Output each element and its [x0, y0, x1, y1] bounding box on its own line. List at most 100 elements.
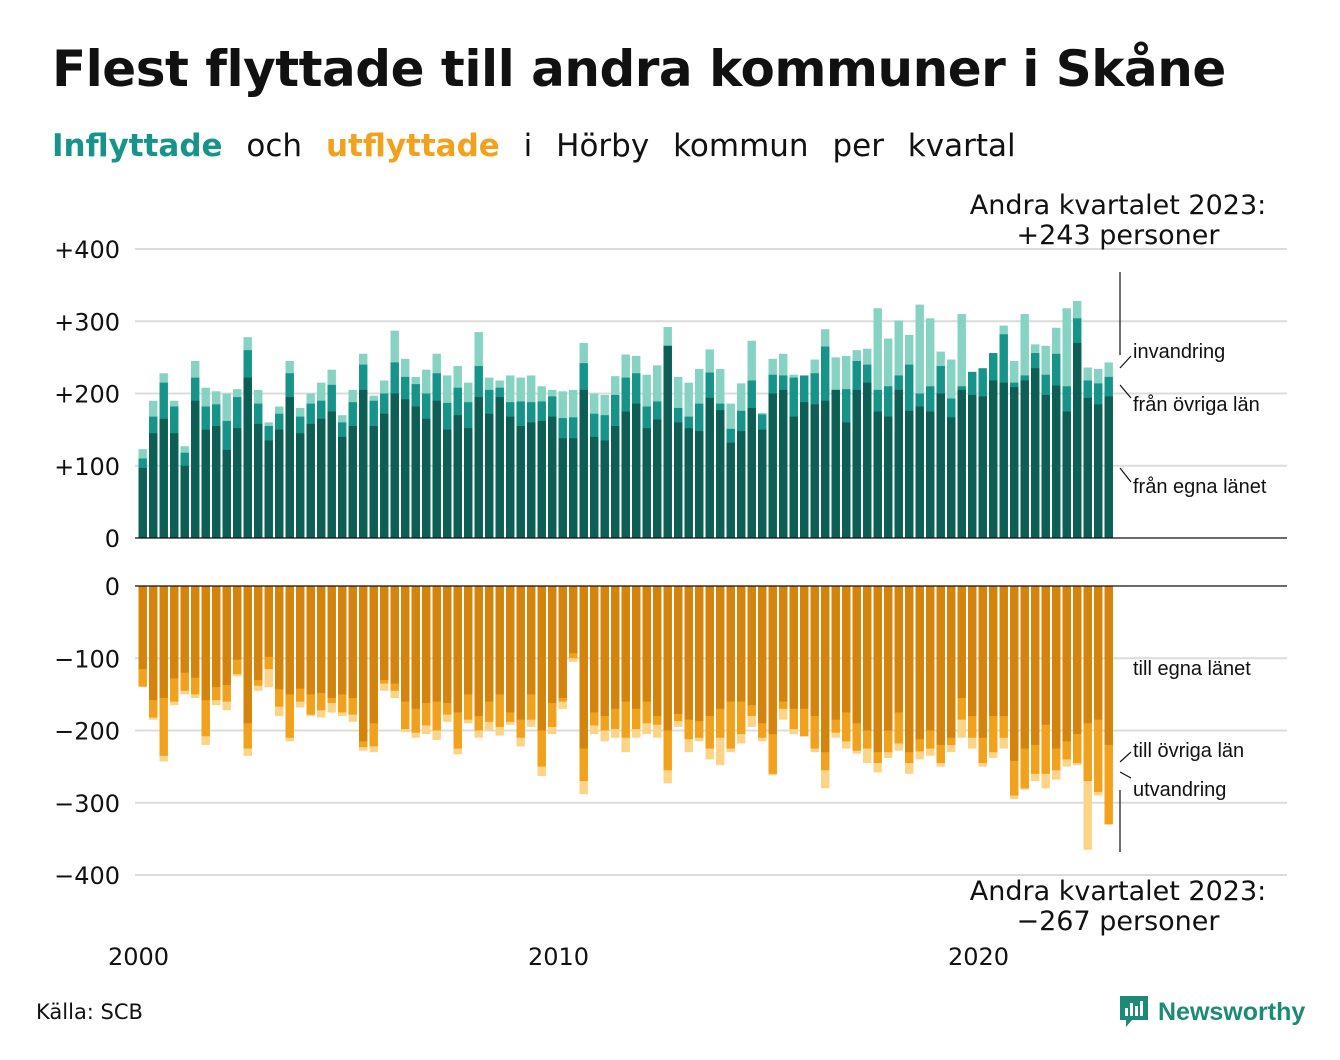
label-invandring: invandring — [1133, 341, 1225, 363]
newsworthy-icon — [1120, 996, 1148, 1027]
bar-in-0 — [957, 389, 966, 538]
bar-out-0 — [957, 586, 966, 698]
bar-out-0 — [191, 586, 200, 678]
x-tick-label: 2010 — [528, 943, 589, 971]
bar-in-0 — [579, 389, 588, 538]
bar-in-0 — [842, 422, 851, 538]
bar-out-0 — [663, 586, 672, 731]
bar-in-0 — [380, 413, 389, 538]
bar-in-0 — [537, 420, 546, 538]
label-till-ovriga-lan: till övriga län — [1133, 740, 1244, 762]
chart-subtitle: Inflyttade och utflyttade i Hörby kommun… — [52, 128, 1030, 164]
bar-out-0 — [1104, 586, 1113, 745]
bar-in-0 — [222, 449, 231, 538]
bar-out-0 — [978, 586, 987, 738]
bar-in-0 — [569, 438, 578, 538]
bar-in-0 — [495, 397, 504, 538]
y-tick-label: 0 — [105, 525, 120, 553]
bar-out-0 — [758, 586, 767, 724]
bar-in-0 — [926, 411, 935, 538]
bar-out-0 — [831, 586, 840, 720]
bar-in-0 — [737, 431, 746, 538]
bar-in-0 — [191, 400, 200, 538]
subtitle-word: Hörby — [556, 128, 650, 164]
bar-out-0 — [674, 586, 683, 714]
label-till-egna-lanet: till egna länet — [1133, 658, 1251, 680]
bar-out-0 — [695, 586, 704, 722]
bar-out-0 — [579, 586, 588, 749]
y-tick-label: −300 — [54, 790, 120, 818]
bar-in-0 — [800, 402, 809, 538]
bar-out-0 — [443, 586, 452, 704]
bar-in-0 — [999, 382, 1008, 538]
bar-in-0 — [674, 422, 683, 538]
bar-in-0 — [338, 436, 347, 538]
bar-out-0 — [936, 586, 945, 745]
y-tick-label: −400 — [54, 862, 120, 890]
bar-in-0 — [1062, 411, 1071, 538]
bar-in-0 — [1073, 342, 1082, 538]
bar-out-0 — [863, 586, 872, 731]
bar-in-0 — [296, 433, 305, 538]
brand-logo: Newsworthy — [1118, 994, 1305, 1030]
bar-in-0 — [684, 428, 693, 538]
label-leader-fran-ovriga-lan — [1119, 384, 1132, 399]
bar-out-0 — [506, 586, 515, 713]
bar-out-0 — [590, 586, 599, 713]
bar-out-0 — [873, 586, 882, 753]
bar-out-0 — [495, 586, 504, 695]
x-tick-label: 2020 — [948, 943, 1009, 971]
bar-out-0 — [999, 586, 1008, 717]
bar-out-0 — [642, 586, 651, 702]
bar-in-0 — [264, 440, 273, 538]
label-leader-till-ovriga-lan — [1119, 751, 1132, 763]
bar-out-0 — [852, 586, 861, 724]
bar-in-0 — [474, 397, 483, 538]
bar-in-0 — [779, 389, 788, 538]
bar-in-0 — [411, 406, 420, 538]
annotation-top-line1: Andra kvartalet 2023: — [970, 190, 1266, 221]
bar-in-0 — [432, 400, 441, 538]
label-leader-fran-egna-lanet — [1119, 467, 1132, 483]
bar-out-0 — [149, 586, 158, 701]
bar-in-0 — [1083, 397, 1092, 538]
bar-in-0 — [852, 389, 861, 538]
bar-out-0 — [1010, 586, 1019, 761]
bar-in-0 — [369, 426, 378, 538]
bar-in-0 — [275, 429, 284, 538]
bar-out-0 — [1031, 586, 1040, 745]
label-leader-utvandring — [1119, 771, 1132, 779]
bar-out-0 — [411, 586, 420, 709]
bar-out-0 — [1094, 586, 1103, 720]
bar-out-0 — [537, 586, 546, 731]
bar-in-0 — [527, 422, 536, 538]
bar-out-0 — [926, 586, 935, 731]
bar-in-0 — [978, 396, 987, 538]
bar-in-0 — [453, 415, 462, 538]
bar-in-0 — [243, 377, 252, 538]
bar-in-0 — [936, 393, 945, 538]
bar-out-0 — [884, 586, 893, 731]
y-tick-label: +100 — [54, 453, 120, 481]
bar-in-0 — [695, 431, 704, 538]
bar-out-0 — [432, 586, 441, 702]
bar-out-0 — [201, 586, 210, 701]
bar-out-0 — [401, 586, 410, 702]
bar-in-0 — [1031, 368, 1040, 538]
bar-out-0 — [390, 586, 399, 684]
bar-out-0 — [789, 586, 798, 709]
bar-in-0 — [149, 433, 158, 538]
y-tick-label: +200 — [54, 381, 120, 409]
bar-out-0 — [474, 586, 483, 717]
subtitle-utflyttade: utflyttade — [325, 128, 500, 164]
bar-in-0 — [821, 400, 830, 538]
bar-out-0 — [453, 586, 462, 713]
bar-out-0 — [170, 586, 179, 679]
bar-out-0 — [1020, 586, 1029, 749]
bar-in-0 — [1010, 386, 1019, 538]
bar-in-0 — [905, 410, 914, 538]
bar-out-0 — [1041, 586, 1050, 725]
axis-layer: +400 +300 +200 +100 0 0 −100 −200 −300 −400 2000 20… — [54, 236, 1287, 971]
bar-out-0 — [653, 586, 662, 717]
